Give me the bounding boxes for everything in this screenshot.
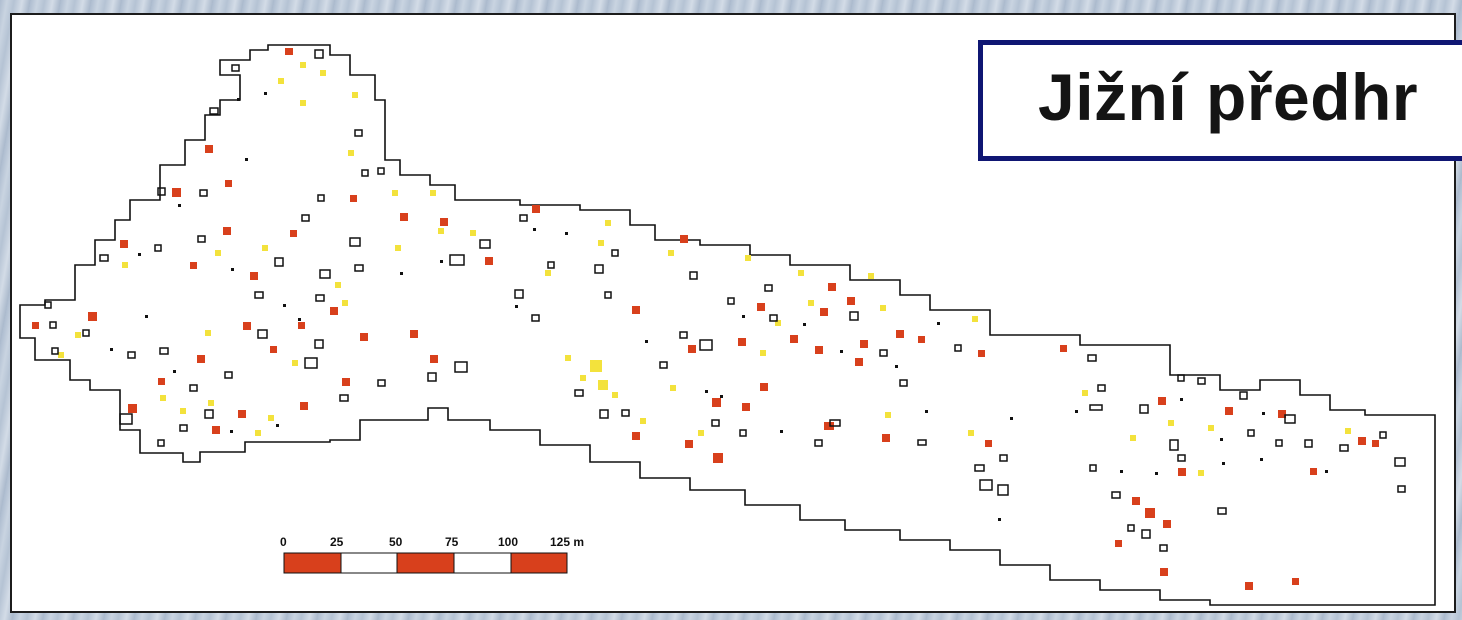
page-title: Jižní předhr	[1038, 60, 1419, 134]
scale-segment-4	[453, 552, 512, 574]
scale-segment-2	[340, 552, 398, 574]
scale-bar: 0 25 50 75 100 125 m	[280, 535, 584, 574]
features-outline	[44, 49, 1406, 552]
features-red	[32, 48, 1379, 590]
scale-unit: m	[573, 535, 584, 549]
scale-tick-125: 125 m	[550, 535, 584, 549]
scale-tick-0: 0	[280, 535, 287, 549]
scale-tick-50: 50	[389, 535, 403, 549]
scale-segment-5	[510, 552, 568, 574]
scale-tick-125-value: 125	[550, 535, 570, 549]
scale-tick-75: 75	[445, 535, 459, 549]
features-black-dots	[110, 92, 1328, 521]
scale-tick-100: 100	[498, 535, 518, 549]
scale-segment-3	[396, 552, 455, 574]
site-boundary	[19, 44, 1436, 606]
title-box: Jižní předhr	[978, 40, 1462, 161]
features-yellow	[58, 62, 1351, 476]
scale-tick-25: 25	[330, 535, 344, 549]
scale-segment-1	[283, 552, 342, 574]
